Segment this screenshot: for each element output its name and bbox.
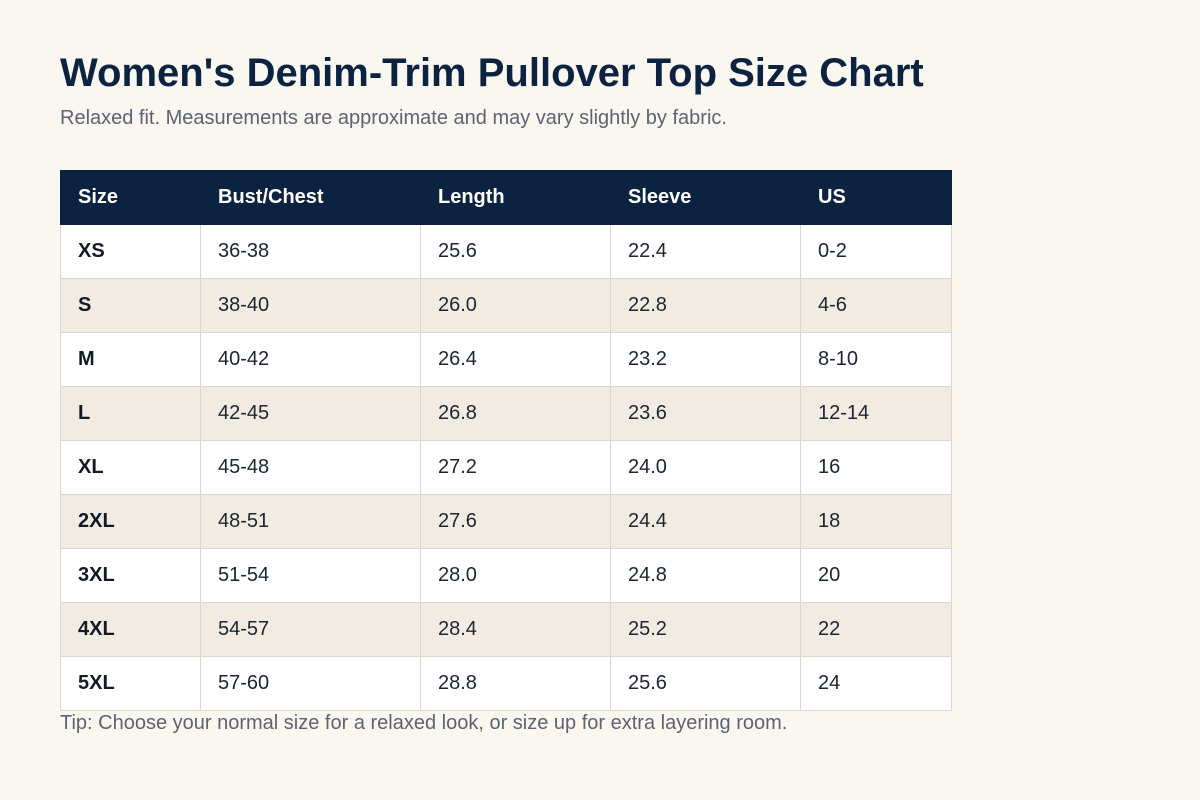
size-cell: S	[60, 278, 201, 333]
size-cell: XS	[60, 224, 201, 279]
length-cell: 26.8	[420, 386, 611, 441]
table-header-row: Size Bust/Chest Length Sleeve US	[60, 170, 952, 225]
bust-chest-cell: 54-57	[200, 602, 421, 657]
page-subtitle: Relaxed fit. Measurements are approximat…	[60, 107, 727, 129]
sleeve-cell: 23.2	[610, 332, 801, 387]
bust-chest-cell: 51-54	[200, 548, 421, 603]
sleeve-cell: 25.2	[610, 602, 801, 657]
us-size-cell: 4-6	[800, 278, 952, 333]
bust-chest-cell: 42-45	[200, 386, 421, 441]
size-cell: 2XL	[60, 494, 201, 549]
us-size-cell: 16	[800, 440, 952, 495]
sleeve-cell: 24.4	[610, 494, 801, 549]
bust-chest-cell: 45-48	[200, 440, 421, 495]
table-row: XL 45-48 27.2 24.0 16	[60, 440, 952, 495]
table-row: 4XL 54-57 28.4 25.2 22	[60, 602, 952, 657]
size-cell: L	[60, 386, 201, 441]
bust-chest-cell: 36-38	[200, 224, 421, 279]
size-cell: M	[60, 332, 201, 387]
size-chart-table: Size Bust/Chest Length Sleeve US XS 36-3…	[60, 170, 952, 711]
table-row: 5XL 57-60 28.8 25.6 24	[60, 656, 952, 711]
sleeve-cell: 25.6	[610, 656, 801, 711]
us-size-cell: 22	[800, 602, 952, 657]
us-size-cell: 0-2	[800, 224, 952, 279]
sleeve-cell: 22.8	[610, 278, 801, 333]
table-row: 2XL 48-51 27.6 24.4 18	[60, 494, 952, 549]
length-cell: 27.6	[420, 494, 611, 549]
bust-chest-cell: 38-40	[200, 278, 421, 333]
length-cell: 26.4	[420, 332, 611, 387]
table-row: M 40-42 26.4 23.2 8-10	[60, 332, 952, 387]
column-header-length: Length	[420, 170, 611, 225]
table-row: XS 36-38 25.6 22.4 0-2	[60, 224, 952, 279]
bust-chest-cell: 57-60	[200, 656, 421, 711]
length-cell: 28.0	[420, 548, 611, 603]
length-cell: 28.4	[420, 602, 611, 657]
bust-chest-cell: 40-42	[200, 332, 421, 387]
size-cell: 4XL	[60, 602, 201, 657]
sleeve-cell: 22.4	[610, 224, 801, 279]
us-size-cell: 18	[800, 494, 952, 549]
sleeve-cell: 24.0	[610, 440, 801, 495]
table-row: S 38-40 26.0 22.8 4-6	[60, 278, 952, 333]
table-row: 3XL 51-54 28.0 24.8 20	[60, 548, 952, 603]
length-cell: 27.2	[420, 440, 611, 495]
page-title: Women's Denim-Trim Pullover Top Size Cha…	[60, 51, 924, 95]
us-size-cell: 8-10	[800, 332, 952, 387]
length-cell: 25.6	[420, 224, 611, 279]
us-size-cell: 20	[800, 548, 952, 603]
column-header-size: Size	[60, 170, 201, 225]
sleeve-cell: 24.8	[610, 548, 801, 603]
bust-chest-cell: 48-51	[200, 494, 421, 549]
us-size-cell: 12-14	[800, 386, 952, 441]
table-body: XS 36-38 25.6 22.4 0-2 S 38-40 26.0 22.8…	[60, 224, 952, 711]
size-cell: XL	[60, 440, 201, 495]
column-header-bust-chest: Bust/Chest	[200, 170, 421, 225]
table-row: L 42-45 26.8 23.6 12-14	[60, 386, 952, 441]
length-cell: 26.0	[420, 278, 611, 333]
sleeve-cell: 23.6	[610, 386, 801, 441]
column-header-sleeve: Sleeve	[610, 170, 801, 225]
size-cell: 5XL	[60, 656, 201, 711]
length-cell: 28.8	[420, 656, 611, 711]
sizing-tip: Tip: Choose your normal size for a relax…	[60, 712, 788, 734]
column-header-us: US	[800, 170, 952, 225]
size-cell: 3XL	[60, 548, 201, 603]
us-size-cell: 24	[800, 656, 952, 711]
